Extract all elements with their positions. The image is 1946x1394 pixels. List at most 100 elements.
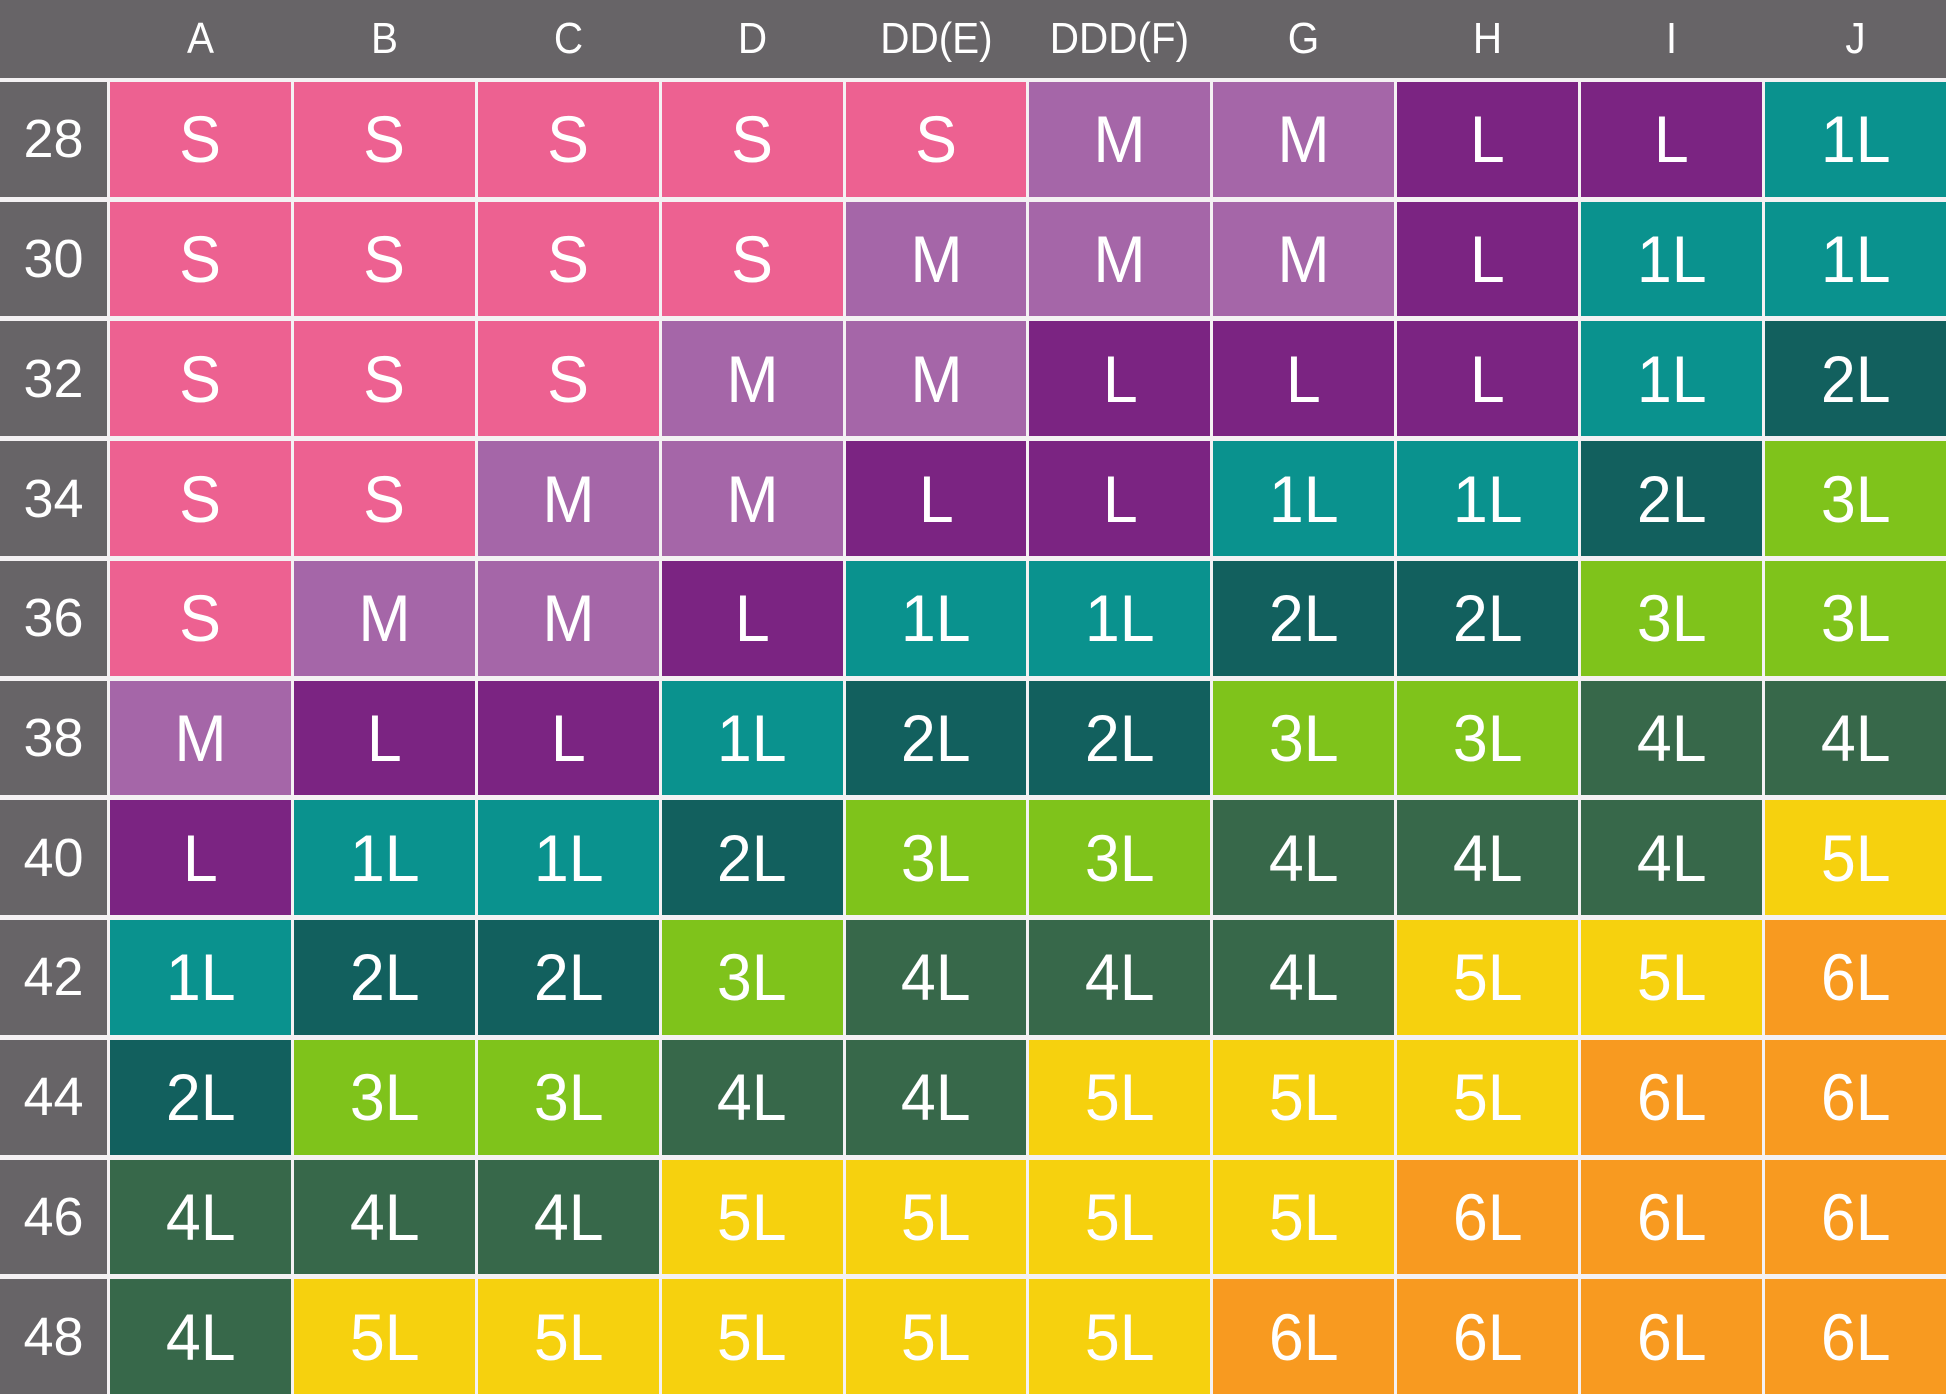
size-cell: 3L xyxy=(1765,560,1946,676)
row-header: 36 xyxy=(0,560,107,676)
size-cell: 4L xyxy=(1397,800,1579,916)
size-cell-value: S xyxy=(179,341,222,416)
size-cell: 5L xyxy=(661,1159,843,1275)
size-cell-value: 6L xyxy=(1636,1060,1707,1135)
size-cell: 1L xyxy=(1029,560,1211,676)
size-cell-value: 2L xyxy=(901,700,971,775)
size-cell-value: 5L xyxy=(1452,940,1523,1015)
size-cell-value: S xyxy=(179,102,222,177)
size-cell: 3L xyxy=(661,920,843,1035)
row-header: 28 xyxy=(0,82,107,197)
size-cell-value: L xyxy=(1470,102,1506,177)
size-cell-value: 1L xyxy=(165,940,236,1015)
size-cell-value: M xyxy=(909,341,963,416)
size-cell: 2L xyxy=(477,920,659,1035)
size-cell: 1L xyxy=(845,560,1027,676)
size-cell-value: M xyxy=(1277,222,1330,297)
size-grid: 28 S S S S S M M L L 1L 30 S S S S M M M L 1L 1L 32 S S S M M L L L 1L 2… xyxy=(0,78,1946,1394)
size-cell-value: 3L xyxy=(1452,700,1523,775)
size-cell: 2L xyxy=(293,920,475,1035)
size-cell-value: 5L xyxy=(1268,1179,1339,1254)
size-cell-value: 2L xyxy=(349,940,420,1015)
size-cell-value: 5L xyxy=(349,1299,420,1374)
row-header: 32 xyxy=(0,321,107,437)
size-cell-value: 5L xyxy=(901,1299,971,1374)
size-cell: 6L xyxy=(1213,1279,1395,1394)
row-header: 46 xyxy=(0,1159,107,1275)
size-cell-value: S xyxy=(363,461,406,536)
size-cell-value: 5L xyxy=(717,1179,788,1254)
size-cell-value: 3L xyxy=(1820,581,1891,656)
size-cell-value: 3L xyxy=(901,820,971,895)
size-cell-value: 3L xyxy=(717,940,788,1015)
size-cell-value: L xyxy=(1470,341,1506,416)
size-cell: 5L xyxy=(661,1279,843,1394)
size-cell: 4L xyxy=(845,1039,1027,1155)
size-cell-value: S xyxy=(915,102,957,177)
size-cell-value: 4L xyxy=(533,1179,604,1254)
size-cell-value: L xyxy=(1470,222,1506,297)
size-cell-value: 3L xyxy=(349,1060,420,1135)
size-cell: L xyxy=(845,441,1027,556)
size-cell-value: L xyxy=(1654,102,1690,177)
column-header: DDD(F) xyxy=(1050,14,1190,63)
size-cell: 2L xyxy=(1029,680,1211,796)
column-header: G xyxy=(1288,14,1320,63)
size-cell: 5L xyxy=(1029,1159,1211,1275)
size-cell: 3L xyxy=(1029,800,1211,916)
size-cell-value: M xyxy=(1093,222,1147,297)
size-cell-value: 1L xyxy=(533,820,604,895)
size-cell-value: S xyxy=(179,222,222,297)
size-cell-value: 4L xyxy=(349,1179,420,1254)
size-cell-value: 5L xyxy=(901,1179,971,1254)
size-cell-value: 5L xyxy=(1085,1060,1155,1135)
size-cell: 6L xyxy=(1765,1039,1946,1155)
size-cell: 5L xyxy=(1213,1159,1395,1275)
size-cell: 5L xyxy=(1765,800,1946,916)
row-header: 40 xyxy=(0,800,107,916)
size-cell-value: 1L xyxy=(1636,222,1707,297)
size-cell: 1L xyxy=(293,800,475,916)
row-header: 42 xyxy=(0,920,107,1035)
size-cell: 6L xyxy=(1581,1039,1763,1155)
size-cell: 4L xyxy=(1581,680,1763,796)
size-cell: M xyxy=(845,201,1027,317)
size-cell-value: 1L xyxy=(1085,581,1155,656)
size-cell-value: 1L xyxy=(901,581,971,656)
size-cell: 5L xyxy=(1397,1039,1579,1155)
size-cell-value: 4L xyxy=(717,1060,788,1135)
size-cell: S xyxy=(293,321,475,437)
row-header: 30 xyxy=(0,201,107,317)
size-cell: M xyxy=(1213,201,1395,317)
size-cell-value: 4L xyxy=(901,940,971,1015)
size-cell: 2L xyxy=(1765,321,1946,437)
size-cell: 4L xyxy=(477,1159,659,1275)
size-cell-value: 4L xyxy=(1085,940,1155,1015)
size-cell: 3L xyxy=(477,1039,659,1155)
size-cell-value: 1L xyxy=(1452,461,1523,536)
size-cell: 1L xyxy=(661,680,843,796)
size-cell-value: L xyxy=(1286,341,1322,416)
size-cell: 1L xyxy=(1765,201,1946,317)
size-cell: 3L xyxy=(1397,680,1579,796)
size-cell: L xyxy=(1029,321,1211,437)
size-cell: 5L xyxy=(1029,1039,1211,1155)
size-cell-value: L xyxy=(550,700,586,775)
size-cell: M xyxy=(1029,201,1211,317)
size-cell-value: M xyxy=(542,461,595,536)
size-cell-value: L xyxy=(182,820,218,895)
size-cell: 6L xyxy=(1581,1159,1763,1275)
size-cell: 2L xyxy=(845,680,1027,796)
size-cell-value: M xyxy=(726,461,779,536)
size-cell-value: 3L xyxy=(533,1060,604,1135)
size-cell: 1L xyxy=(1397,441,1579,556)
size-cell-value: M xyxy=(726,341,779,416)
size-cell-value: 6L xyxy=(1820,1060,1891,1135)
size-cell-value: 1L xyxy=(1820,222,1891,297)
size-cell: S xyxy=(110,441,291,556)
size-cell-value: S xyxy=(547,341,590,416)
size-cell-value: 2L xyxy=(1085,700,1155,775)
size-cell: 6L xyxy=(1765,920,1946,1035)
size-cell-value: M xyxy=(358,581,411,656)
size-cell: L xyxy=(477,680,659,796)
